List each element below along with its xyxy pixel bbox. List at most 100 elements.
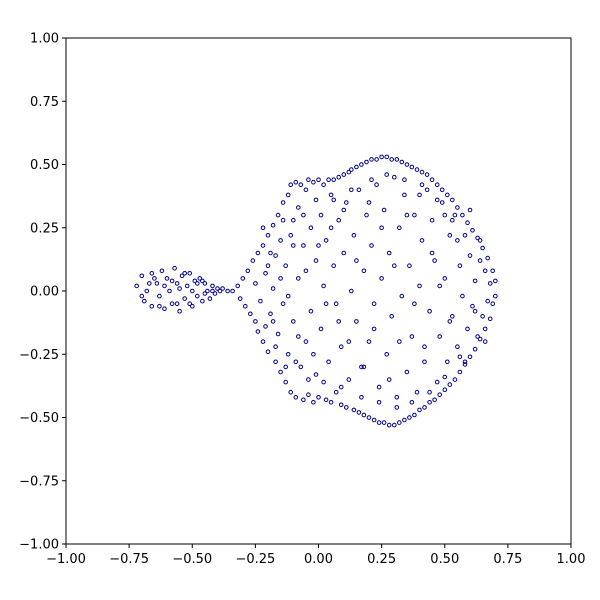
data-point	[349, 167, 354, 172]
data-point	[455, 238, 460, 243]
data-point	[457, 354, 463, 360]
data-point	[184, 283, 190, 289]
data-point	[460, 293, 465, 299]
data-point	[205, 288, 210, 294]
data-point	[306, 377, 311, 382]
data-point	[328, 225, 334, 231]
data-point	[437, 334, 443, 339]
data-point	[472, 278, 478, 284]
y-tick-label: 0.00	[30, 285, 59, 300]
data-point	[321, 379, 326, 385]
data-point	[285, 293, 291, 299]
data-point	[263, 324, 268, 329]
data-point	[346, 339, 352, 344]
data-point	[366, 415, 372, 420]
data-point	[245, 268, 251, 274]
data-point	[177, 286, 182, 291]
data-point	[149, 271, 155, 276]
data-point	[260, 339, 266, 344]
data-point	[328, 192, 334, 198]
data-point	[273, 253, 278, 258]
data-point	[187, 271, 192, 276]
data-point	[427, 400, 432, 405]
data-point	[311, 179, 316, 185]
data-point	[376, 400, 382, 405]
data-point	[384, 172, 390, 177]
data-point	[220, 286, 225, 291]
data-point	[321, 283, 326, 289]
x-tick-label: 0.50	[430, 552, 459, 567]
data-point	[482, 339, 488, 344]
data-point	[275, 212, 281, 218]
data-point	[323, 301, 329, 307]
data-point	[434, 182, 440, 187]
data-point	[487, 281, 493, 286]
data-point	[409, 334, 415, 339]
data-point	[477, 258, 483, 263]
data-point	[427, 389, 432, 395]
plot-frame	[65, 37, 572, 545]
data-point	[490, 268, 496, 274]
data-point	[301, 243, 306, 248]
data-point	[361, 412, 367, 418]
data-point	[142, 298, 147, 304]
data-point	[445, 359, 450, 365]
data-point	[313, 372, 319, 377]
data-point	[243, 303, 248, 309]
data-point	[412, 412, 417, 418]
data-point	[303, 339, 309, 344]
y-tick-label: −0.25	[19, 348, 59, 363]
data-point	[250, 258, 256, 263]
points-layer	[134, 154, 498, 428]
data-point	[397, 339, 402, 344]
data-point	[230, 288, 235, 294]
data-point	[374, 157, 379, 162]
data-point	[210, 288, 215, 294]
data-point	[182, 296, 187, 301]
data-point	[237, 296, 243, 301]
data-point	[356, 410, 362, 415]
data-point	[354, 164, 359, 170]
data-point	[366, 339, 372, 344]
data-point	[174, 301, 180, 307]
data-point	[442, 374, 448, 380]
data-point	[139, 273, 145, 279]
x-axis: −1.00 −0.75 −0.50 −0.25 0.00 0.25 0.50 0.75 1.00	[46, 544, 585, 567]
data-point	[447, 233, 453, 238]
x-tick-label: 0.25	[367, 552, 396, 567]
data-point	[364, 212, 369, 218]
data-point	[258, 298, 263, 304]
data-point	[311, 352, 316, 357]
data-point	[192, 278, 198, 284]
data-point	[394, 157, 400, 162]
data-point	[389, 157, 395, 162]
data-point	[253, 319, 258, 324]
data-point	[187, 301, 192, 307]
data-point	[419, 169, 425, 175]
data-point	[349, 288, 354, 294]
data-point	[354, 319, 359, 324]
data-point	[447, 382, 453, 387]
data-point	[265, 349, 271, 355]
data-point	[399, 159, 405, 165]
data-point	[200, 298, 205, 304]
data-point	[351, 407, 357, 413]
data-point	[301, 397, 306, 403]
data-point	[376, 384, 382, 390]
data-point	[450, 314, 455, 319]
data-point	[280, 301, 286, 307]
data-point	[313, 258, 319, 263]
data-point	[470, 228, 475, 233]
x-tick-label: −0.75	[109, 552, 149, 567]
data-point	[374, 182, 379, 187]
data-point	[467, 354, 473, 360]
data-point	[260, 225, 266, 231]
data-point	[417, 407, 422, 413]
data-point	[336, 174, 342, 180]
data-point	[419, 238, 425, 243]
x-tick-label: 0.00	[304, 552, 333, 567]
data-point	[174, 281, 180, 286]
data-point	[235, 283, 240, 289]
data-point	[445, 192, 450, 198]
data-point	[200, 278, 205, 284]
